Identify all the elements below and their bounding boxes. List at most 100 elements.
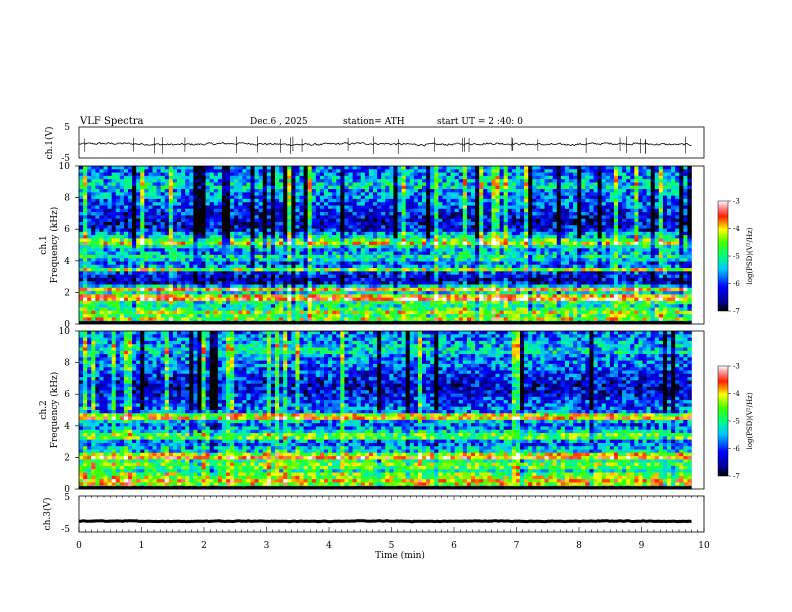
ch1-spectrogram-cell	[630, 228, 635, 233]
ch1-spectrogram-cell	[238, 205, 243, 210]
ch1-spectrogram-cell	[520, 218, 525, 223]
ch1-spectrogram-cell	[230, 215, 235, 219]
ch1-spectrogram-cell	[381, 225, 386, 229]
ch1-spectrogram-cell	[172, 179, 178, 183]
ch1-spectrogram-cell	[193, 218, 198, 223]
ch1-spectrogram-cell	[246, 221, 251, 226]
ch1-spectrogram-cell	[458, 189, 464, 193]
ch1-spectrogram-cell	[609, 248, 615, 252]
ch1-spectrogram-cell	[556, 264, 562, 269]
ch1-spectrogram-cell	[540, 212, 545, 216]
ch1-spectrogram-cell	[344, 218, 349, 223]
ch1-spectrogram-cell	[462, 182, 468, 187]
ch1-spectrogram-cell	[585, 251, 590, 256]
ch1-spectrogram-cell	[270, 179, 276, 183]
ch1-spectrogram-cell	[401, 238, 406, 243]
ch1-spectrogram-cell	[266, 195, 272, 200]
ch1-spectrogram-cell	[262, 189, 268, 193]
ch1-spectrogram-cell	[532, 248, 537, 252]
ch1-spectrogram-cell	[340, 221, 345, 226]
ch1-spectrogram-cell	[569, 225, 574, 229]
ch1-spectrogram-cell	[364, 225, 370, 229]
ch1-spectrogram-cell	[462, 202, 468, 206]
ch1-spectrogram-cell	[332, 182, 337, 187]
ch1-spectrogram-cell	[262, 182, 268, 187]
ch1-spectrogram-cell	[487, 261, 492, 266]
ch1-spectrogram-cell	[270, 241, 276, 246]
ch1-spectrogram-cell	[107, 205, 112, 210]
ch1-spectrogram-cell	[201, 179, 206, 183]
ch1-spectrogram-cell	[87, 218, 92, 223]
ch1-spectrogram-cell	[209, 166, 215, 170]
ch1-spectrogram-cell	[479, 225, 484, 229]
ch1-spectrogram-cell	[487, 258, 492, 262]
ch1-spectrogram-cell	[344, 198, 349, 203]
ch1-spectrogram-cell	[618, 245, 623, 249]
ch1-spectrogram-cell	[458, 248, 464, 252]
ch1-spectrogram-cell	[340, 172, 345, 177]
ch1-spectrogram-cell	[254, 182, 259, 187]
ch1-spectrogram-cell	[185, 225, 190, 229]
ch1-spectrogram-cell	[103, 254, 108, 259]
ch1-spectrogram-cell	[381, 271, 386, 275]
ch1-spectrogram-cell	[577, 245, 582, 249]
ch1-spectrogram-cell	[593, 179, 598, 183]
ch1-spectrogram-cell	[299, 241, 304, 246]
ch1-spectrogram-cell	[389, 258, 394, 262]
ch1-spectrogram-cell	[381, 218, 386, 223]
ch1-spectrogram-cell	[511, 169, 517, 173]
ch1-spectrogram-cell	[409, 195, 415, 200]
ch1-spectrogram-cell	[181, 248, 186, 252]
ch1-spectrogram-cell	[230, 202, 235, 206]
ch1-spectrogram-cell	[389, 218, 394, 223]
ch1-spectrogram-cell	[397, 169, 402, 173]
ch1-spectrogram-cell	[405, 175, 411, 180]
ch1-spectrogram-cell	[654, 175, 660, 180]
ch1-spectrogram-cell	[111, 258, 117, 262]
ch1-spectrogram-cell	[299, 228, 304, 233]
ch1-spectrogram-cell	[650, 218, 656, 223]
ch1-spectrogram-cell	[442, 175, 447, 180]
ch1-spectrogram-cell	[368, 179, 374, 183]
ch1-spectrogram-cell	[201, 169, 206, 173]
ch1-spectrogram-cell	[381, 228, 386, 233]
ch1-spectrogram-cell	[152, 172, 157, 177]
ch1-spectrogram-cell	[270, 228, 276, 233]
ch1-spectrogram-cell	[683, 212, 688, 216]
ch1-spectrogram-cell	[148, 189, 153, 193]
ch1-spectrogram-cell	[589, 268, 594, 272]
ch1-spectrogram-cell	[667, 172, 672, 177]
ch1-spectrogram-cell	[479, 202, 484, 206]
ch1-spectrogram-cell	[536, 241, 541, 246]
ch1-spectrogram-cell	[336, 221, 341, 226]
ch1-spectrogram-cell	[119, 189, 125, 193]
ch1-spectrogram-cell	[193, 172, 198, 177]
ch1-spectrogram-cell	[528, 185, 533, 190]
ch1-spectrogram-cell	[503, 185, 509, 190]
ch1-spectrogram-cell	[328, 185, 333, 190]
ch1-spectrogram-cell	[650, 215, 656, 219]
ch1-spectrogram-cell	[95, 169, 100, 173]
ch1-spectrogram-cell	[524, 225, 529, 229]
ch1-spectrogram-cell	[679, 271, 684, 275]
ch1-spectrogram-cell	[409, 169, 415, 173]
ch1-spectrogram-cell	[132, 182, 137, 187]
ch1-spectrogram-cell	[536, 212, 541, 216]
ch1-spectrogram-cell	[438, 251, 443, 256]
ch1-spectrogram-cell	[119, 218, 125, 223]
ch1-spectrogram-cell	[475, 258, 480, 262]
ch1-spectrogram-cell	[507, 268, 513, 272]
ch1-spectrogram-cell	[426, 248, 431, 252]
ch1-spectrogram-cell	[193, 185, 198, 190]
ch1-spectrogram-cell	[413, 238, 419, 243]
ch1-spectrogram-cell	[172, 251, 178, 256]
ch1-spectrogram-cell	[675, 172, 680, 177]
ch1-spectrogram-cell	[144, 248, 149, 252]
ch1-spectrogram-cell	[279, 166, 284, 170]
ch1-spectrogram-cell	[270, 258, 276, 262]
ch1-spectrogram-cell	[181, 166, 186, 170]
ch1-spectrogram-cell	[79, 258, 84, 262]
ch1-spectrogram-cell	[683, 208, 688, 213]
ch1-spectrogram-cell	[283, 258, 288, 262]
ch1-spectrogram-cell	[87, 205, 92, 210]
